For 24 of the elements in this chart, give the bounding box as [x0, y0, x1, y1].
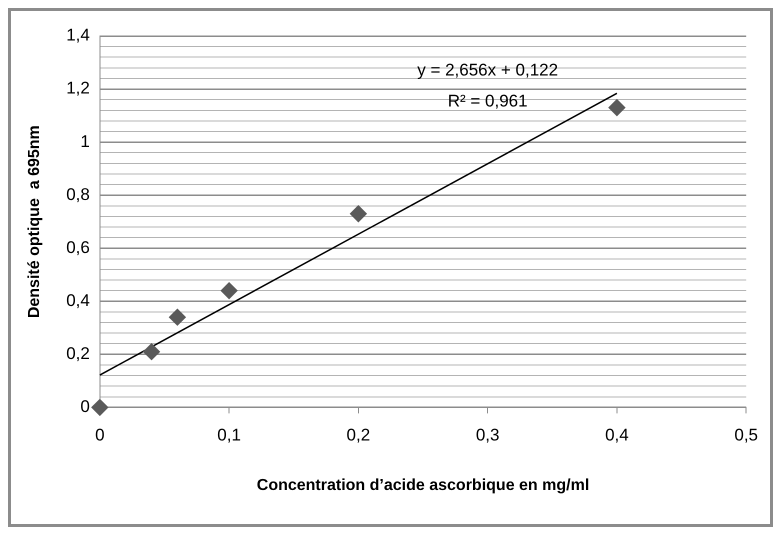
point: [220, 282, 238, 300]
y-tick-label: 0,2: [66, 344, 90, 364]
y-tick-label: 0,4: [66, 290, 90, 310]
point: [608, 99, 626, 116]
x-tick-label: 0,1: [217, 425, 241, 444]
x-tick-label: 0,3: [476, 425, 500, 444]
y-tick-label: 0: [80, 397, 90, 416]
y-tick-label: 1: [80, 132, 90, 151]
y-tick-label: 0,6: [66, 238, 90, 257]
x-axis-title: Concentration d’acide ascorbique en mg/ml: [256, 476, 590, 494]
x-tick-label: 0,2: [346, 425, 370, 444]
y-tick-label: 1,2: [66, 78, 90, 98]
point: [350, 205, 367, 222]
point: [143, 343, 160, 360]
y-tick-label: 0,8: [66, 184, 90, 204]
x-tick-label: 0,4: [605, 425, 629, 444]
x-tick-label: 0: [95, 425, 105, 444]
point: [91, 398, 108, 416]
y-axis-title: Densité optique a 695nm: [26, 125, 44, 318]
point: [168, 308, 186, 326]
x-tick-label: 0,5: [734, 425, 758, 444]
annotation: y = 2,656x + 0,122: [417, 60, 558, 80]
y-tick-label: 1,4: [66, 26, 90, 45]
annotation: R² = 0,961: [448, 92, 528, 111]
